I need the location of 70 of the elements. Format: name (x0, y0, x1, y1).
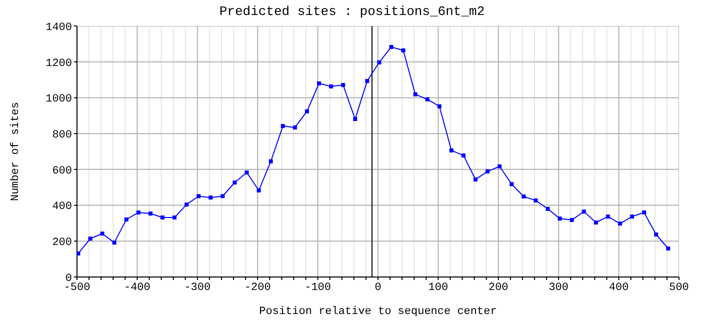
point (280, 124, 285, 128)
x-tick-label: 300 (548, 282, 569, 294)
x-axis-title: Position relative to sequence center (259, 306, 497, 318)
point (77, 252, 80, 256)
x-tick-label: 200 (488, 282, 508, 294)
point (317, 81, 322, 86)
chart-title: Predicted sites : positions_6nt_m2 (218, 4, 486, 19)
y-tick-label: 600 (52, 165, 72, 178)
point (220, 194, 225, 198)
point (498, 164, 502, 168)
point (401, 48, 406, 52)
point (474, 177, 478, 182)
point (268, 159, 273, 164)
point (341, 82, 346, 87)
point (534, 198, 538, 202)
point (208, 196, 213, 200)
point (510, 182, 514, 186)
point (377, 60, 382, 64)
point (184, 202, 189, 207)
point (425, 97, 430, 102)
point (642, 210, 646, 214)
point (329, 84, 334, 88)
x-tick-label: -300 (184, 282, 211, 294)
point (304, 109, 309, 114)
point (558, 216, 562, 221)
point (172, 215, 177, 220)
point (256, 188, 261, 192)
x-tick-label: -400 (124, 282, 150, 294)
y-tick-label: 400 (52, 201, 72, 214)
x-tick-label: 100 (428, 282, 448, 294)
point (486, 169, 490, 174)
point (244, 170, 249, 174)
point (148, 212, 152, 216)
point (413, 92, 418, 96)
y-tick-label: 1000 (46, 94, 72, 106)
point (292, 125, 297, 130)
point (461, 153, 466, 158)
x-tick-label: 0 (374, 282, 382, 294)
point (618, 222, 622, 226)
point (582, 210, 586, 214)
y-axis-title: Number of sites (10, 102, 22, 202)
point (136, 210, 140, 214)
point (389, 44, 394, 49)
x-tick-label: -100 (304, 282, 332, 294)
point (196, 194, 201, 198)
point (594, 220, 598, 224)
point (630, 214, 634, 219)
point (606, 214, 610, 219)
y-tick-label: 800 (52, 129, 72, 142)
point (124, 217, 128, 222)
x-tick-label: -200 (244, 282, 271, 294)
point (449, 148, 454, 152)
y-tick-label: 1200 (46, 58, 72, 70)
point (522, 194, 526, 198)
y-tick-label: 1400 (46, 22, 72, 34)
point (437, 104, 442, 108)
point (365, 79, 370, 84)
x-tick-label: 500 (669, 282, 689, 294)
point (100, 232, 104, 236)
point (666, 246, 670, 250)
y-tick-label: 200 (52, 237, 72, 250)
point (112, 240, 116, 245)
point (654, 232, 658, 237)
point (160, 215, 164, 220)
point (353, 117, 358, 122)
point (232, 180, 237, 185)
x-tick-label: 400 (608, 282, 629, 294)
point (88, 236, 92, 241)
point (570, 218, 574, 222)
point (546, 206, 550, 211)
